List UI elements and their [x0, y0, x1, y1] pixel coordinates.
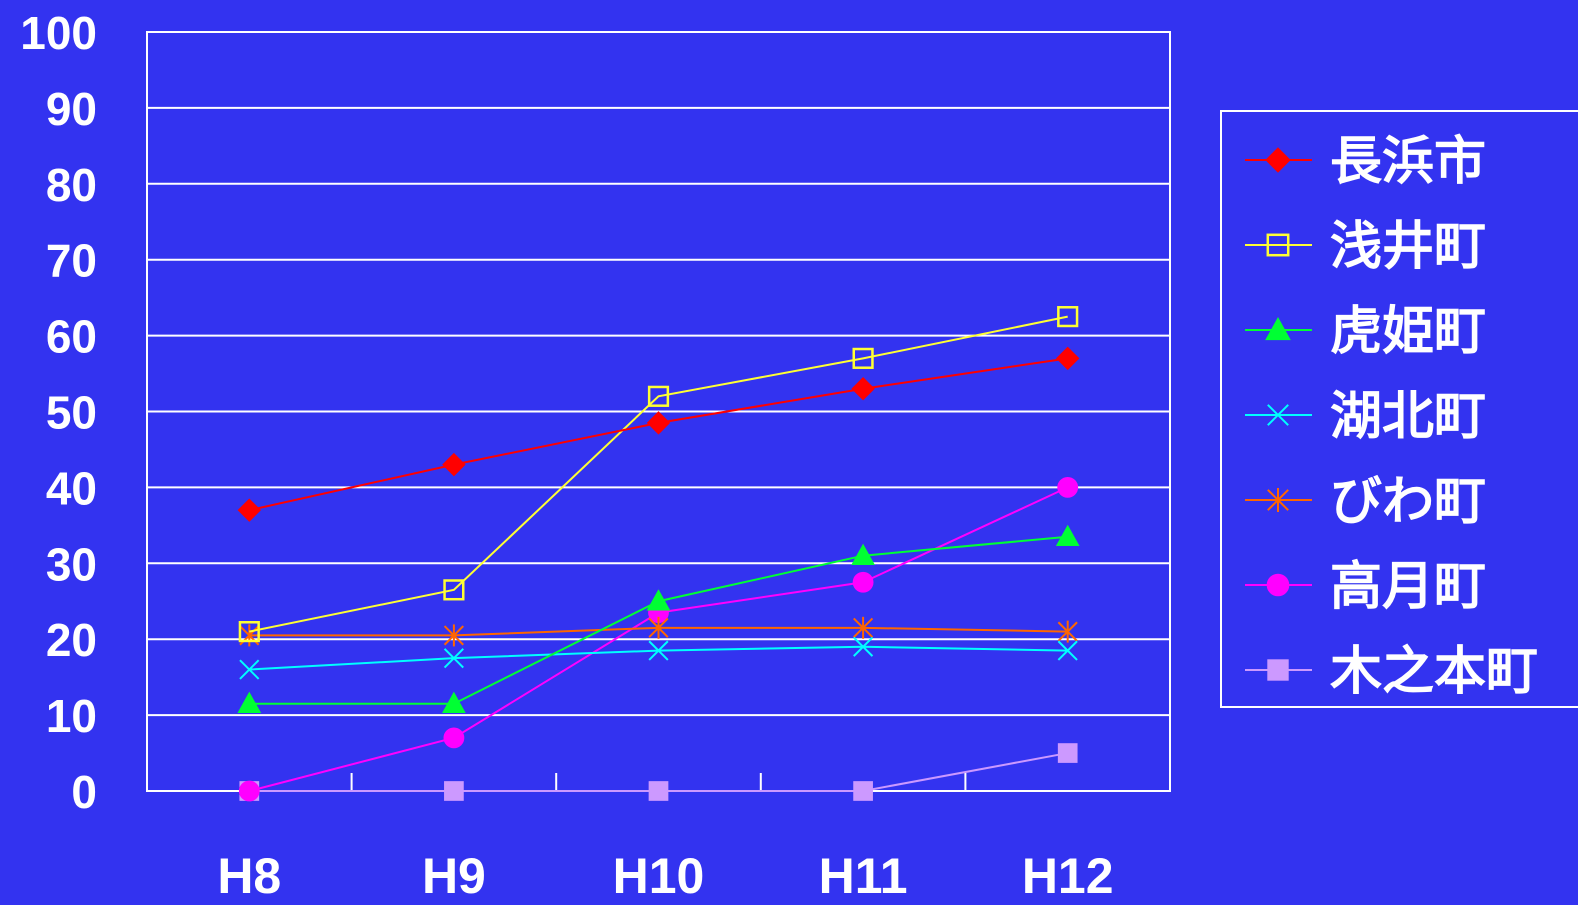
data-point: [646, 411, 671, 435]
y-tick-label: 70: [46, 235, 97, 287]
data-point: [648, 616, 669, 639]
data-point: [853, 636, 874, 657]
legend-item: 湖北町: [1245, 387, 1486, 447]
data-point: [851, 377, 875, 401]
data-point: [443, 727, 465, 749]
legend-item: 木之本町: [1245, 642, 1538, 702]
x-tick-label: H11: [819, 848, 908, 904]
y-tick-label: 60: [46, 311, 97, 363]
x-axis: H8 H9 H10 H11 H12: [217, 773, 1114, 904]
data-point: [238, 780, 260, 802]
data-point: [1057, 640, 1078, 661]
data-point: [1055, 524, 1080, 547]
y-tick-label: 20: [46, 614, 97, 666]
series-line: [249, 315, 1068, 633]
legend-item: 虎姫町: [1245, 302, 1486, 362]
y-tick-label: 0: [71, 766, 97, 818]
legend-swatch-marker: [1266, 573, 1290, 597]
y-tick-label: 50: [46, 387, 97, 439]
legend-label: 虎姫町: [1330, 302, 1486, 362]
data-point: [646, 589, 671, 611]
legend-label: 湖北町: [1330, 387, 1486, 447]
data-point: [443, 579, 465, 601]
data-point: [237, 498, 262, 522]
data-point: [238, 621, 260, 643]
legend-swatch-marker: [1265, 147, 1291, 173]
legend-item: 浅井町: [1245, 217, 1486, 277]
data-point: [443, 648, 464, 669]
legend-label: びわ町: [1330, 472, 1486, 532]
legend-swatch-marker-stroke: [1267, 404, 1289, 426]
data-point: [647, 385, 670, 407]
series-5: [239, 616, 1078, 647]
y-tick-label: 100: [20, 7, 97, 59]
data-point-stroke: [239, 659, 260, 680]
y-tick-label: 10: [46, 690, 97, 742]
legend-item: 高月町: [1245, 557, 1486, 617]
data-point: [444, 781, 464, 801]
data-point: [648, 781, 669, 801]
legend-box: [1220, 110, 1578, 708]
x-tick-label: H9: [422, 848, 486, 904]
legend-swatch-marker: [1267, 488, 1289, 512]
legend-swatch-marker: [1265, 316, 1291, 341]
data-point: [853, 616, 874, 639]
data-point-stroke: [853, 636, 874, 657]
legend-label: 高月町: [1330, 557, 1486, 617]
data-point: [853, 781, 873, 801]
y-tick-label: 30: [46, 538, 97, 590]
data-point: [852, 571, 874, 593]
data-point: [442, 452, 466, 477]
series-2: [238, 306, 1079, 643]
data-point-stroke: [648, 640, 669, 661]
x-tick-label: H10: [613, 848, 705, 904]
data-point: [648, 640, 669, 661]
y-axis: 0 10 20 30 40 50 60 70 80 90 100: [20, 7, 97, 818]
series-4: [239, 636, 1078, 680]
data-point: [239, 659, 260, 680]
data-point: [1057, 620, 1078, 643]
y-tick-label: 90: [46, 83, 97, 135]
legend-swatch-marker: [1266, 233, 1290, 257]
data-point: [442, 691, 466, 714]
data-point: [237, 691, 262, 714]
data-point: [1057, 743, 1078, 763]
legend-swatch-marker: [1267, 659, 1289, 681]
x-tick-label: H8: [217, 848, 281, 904]
legend-item: びわ町: [1245, 472, 1486, 532]
legend-item: 長浜市: [1245, 132, 1486, 192]
data-point-stroke: [443, 648, 464, 669]
data-point: [443, 624, 464, 647]
series-layer: [237, 306, 1080, 802]
legend-swatch-marker: [1267, 404, 1289, 426]
data-point: [1055, 346, 1080, 371]
data-point: [1057, 477, 1079, 498]
legend-label: 長浜市: [1330, 132, 1486, 192]
series-3: [237, 524, 1080, 714]
x-tick-label: H12: [1022, 848, 1114, 904]
y-tick-label: 40: [46, 462, 97, 514]
legend-label: 木之本町: [1330, 642, 1538, 702]
data-point-stroke: [1057, 640, 1078, 661]
series-1: [237, 346, 1080, 522]
data-point: [852, 347, 874, 369]
legend-label: 浅井町: [1330, 217, 1486, 277]
y-tick-label: 80: [46, 159, 97, 211]
data-point: [851, 543, 875, 566]
data-point: [1057, 306, 1079, 328]
